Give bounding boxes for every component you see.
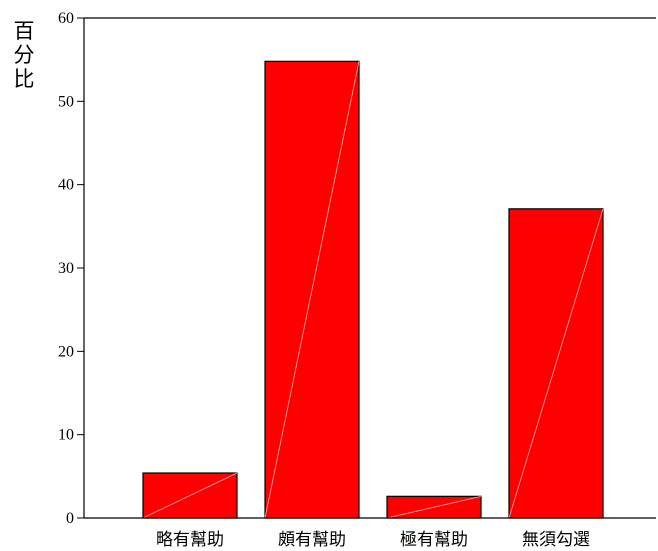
x-tick-label: 無須勾選 [522, 530, 590, 550]
y-axis-label-char: 比 [14, 67, 35, 91]
bar [508, 208, 604, 519]
bar-sheen-line [508, 208, 604, 519]
y-tick-label: 20 [58, 343, 74, 360]
plot-frame [83, 17, 656, 519]
y-axis-ticks: 0 10 20 30 40 50 60 [58, 10, 84, 527]
bar [264, 60, 360, 519]
y-tick-label: 30 [58, 260, 74, 277]
y-tick-label: 10 [58, 427, 74, 444]
bar-sheen-line [386, 495, 482, 519]
y-axis-label: 百分比 [14, 19, 35, 91]
y-tick-label: 50 [58, 93, 74, 110]
y-axis-label-char: 分 [14, 43, 35, 67]
bars [142, 60, 604, 519]
x-tick-label: 極有幫助 [400, 530, 468, 550]
y-tick-label: 60 [58, 10, 74, 27]
x-axis-tick-labels: 略有幫助 頗有幫助 極有幫助 無須勾選 [156, 530, 590, 550]
bar-sheen-line [264, 61, 360, 519]
bar [386, 495, 482, 519]
y-tick-label: 0 [66, 510, 74, 527]
y-tick-label: 40 [58, 177, 74, 194]
x-tick-label: 略有幫助 [156, 530, 224, 550]
bar-sheen-line [142, 472, 238, 519]
y-axis-label-char: 百 [14, 19, 35, 43]
x-tick-label: 頗有幫助 [278, 530, 346, 550]
bar [142, 472, 238, 519]
